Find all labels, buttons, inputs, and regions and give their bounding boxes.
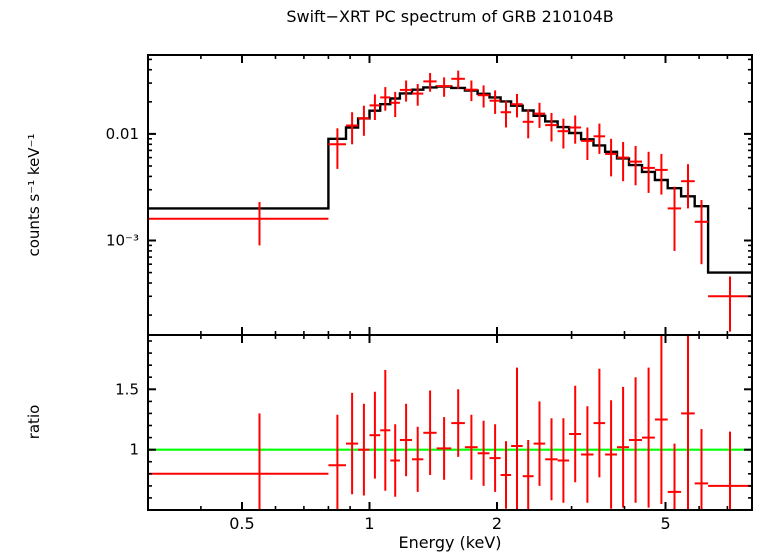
svg-text:1: 1	[364, 514, 374, 533]
spectrum-data-points	[148, 70, 752, 332]
svg-text:2: 2	[492, 514, 502, 533]
tick-labels: 0.5 1 2 5 0.01 10⁻³ 1 1.5	[106, 125, 671, 533]
svg-text:0.01: 0.01	[106, 125, 139, 143]
ratio-data-points	[148, 335, 752, 510]
svg-text:5: 5	[660, 514, 670, 533]
svg-text:1.5: 1.5	[115, 380, 139, 398]
svg-text:10⁻³: 10⁻³	[106, 232, 139, 250]
x-axis-label-energy: Energy (keV)	[398, 533, 502, 552]
axes-frame	[147, 54, 753, 511]
chart-title: Swift−XRT PC spectrum of GRB 210104B	[286, 7, 614, 26]
svg-text:0.5: 0.5	[229, 514, 254, 533]
svg-text:1: 1	[129, 441, 139, 459]
